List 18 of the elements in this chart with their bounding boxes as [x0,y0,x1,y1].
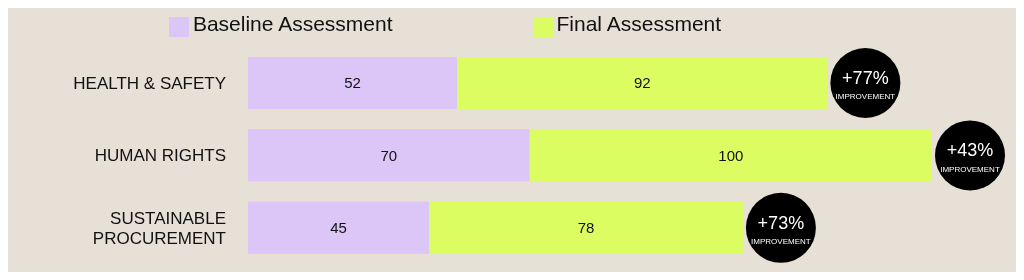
legend-label: Baseline Assessment [192,12,393,35]
data-label: 78 [577,219,595,237]
annotation: +43% IMPROVEMENT [940,140,1000,174]
data-label: 45 [330,219,347,237]
annotation: +77% IMPROVEMENT [835,67,896,102]
bar [248,201,430,254]
bar [248,129,530,182]
data-label: 100 [718,146,744,164]
y-tick-label: SUSTAINABLE PROCUREMENT [92,208,226,248]
y-tick-label: HEALTH & SAFETY [73,73,226,93]
bar [248,56,458,109]
data-label: 92 [633,74,651,92]
bar [529,129,932,182]
annotation: +73% IMPROVEMENT [751,212,811,247]
data-label: 70 [380,146,398,164]
legend-label: Final Assessment [556,12,722,35]
y-tick-label: HUMAN RIGHTS [94,145,226,165]
data-label: 52 [344,74,361,92]
